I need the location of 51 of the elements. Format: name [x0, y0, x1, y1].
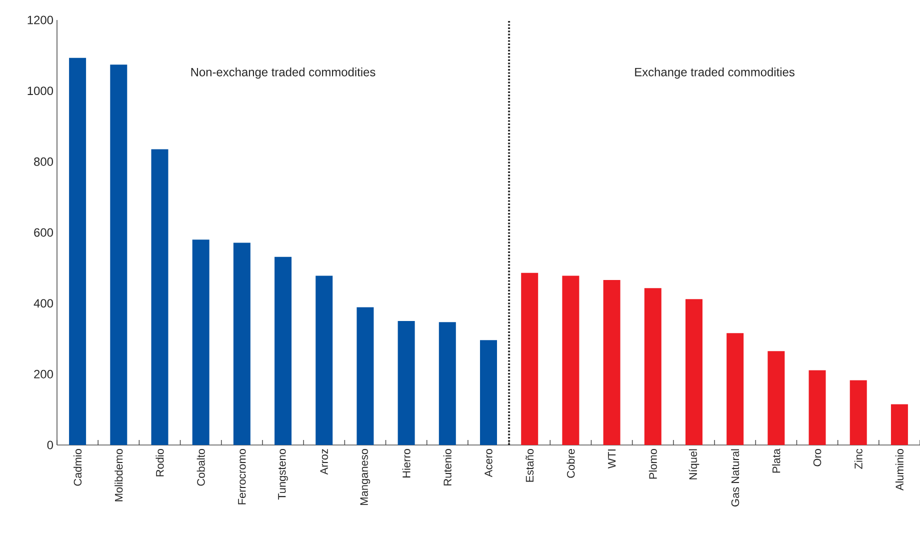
bar [398, 321, 415, 445]
y-tick-label: 200 [34, 370, 54, 378]
bar [480, 340, 498, 445]
y-tick-label: 0 [47, 440, 54, 450]
bar [316, 276, 333, 445]
bar [808, 370, 826, 445]
bar [644, 288, 662, 445]
x-tick-label: Hierro [402, 448, 410, 478]
x-tick-label: Tungsteno [278, 448, 288, 500]
y-tick-label: 1000 [28, 86, 54, 96]
x-tick-label: Plata [772, 448, 780, 473]
x-tick-label: Cobre [566, 449, 575, 478]
x-tick-label: Plomo [648, 448, 657, 479]
x-tick-label: Cobalto [196, 448, 205, 486]
x-tick-label: Gas Natural [731, 449, 740, 506]
bar [274, 256, 292, 445]
x-tick-label: Manganeso [360, 449, 370, 505]
x-tick-label: Rutenio [443, 448, 452, 486]
y-tick-label: 1200 [28, 16, 54, 24]
x-tick-label: Zinc [854, 448, 862, 469]
x-tick-label: Oro [813, 448, 822, 466]
bar [110, 64, 128, 445]
bar [151, 149, 168, 445]
y-tick-label: 800 [34, 157, 54, 166]
y-tick-label: 600 [34, 228, 54, 237]
x-tick-label: Ferrocromo [238, 448, 246, 504]
x-tick-label: Rodio [156, 448, 164, 476]
bar [69, 58, 86, 445]
bar [685, 299, 702, 445]
bar [850, 380, 867, 445]
x-tick-label: Aluminio [895, 449, 904, 491]
bar [768, 351, 785, 445]
x-tick-label: Estaño [526, 448, 534, 482]
annotation: Non-exchange traded commodities [191, 68, 376, 79]
x-tick-label: Cadmio [74, 448, 82, 486]
bar [356, 307, 374, 445]
x-tick-label: WTI [608, 450, 616, 469]
annotation: Exchange traded commodities [635, 68, 794, 79]
x-tick-label: Acero [484, 448, 492, 478]
y-tick-label: 400 [34, 299, 54, 308]
bar [562, 276, 580, 445]
bar [890, 404, 908, 445]
bar [192, 240, 210, 445]
bar [521, 272, 538, 445]
bar [438, 322, 456, 445]
x-tick-label: Arroz [320, 449, 328, 475]
bar [726, 333, 744, 445]
bar [233, 242, 250, 445]
bar [603, 280, 620, 445]
x-tick-label: Molibdemo [114, 449, 123, 502]
x-tick-label: Níquel [688, 449, 700, 480]
